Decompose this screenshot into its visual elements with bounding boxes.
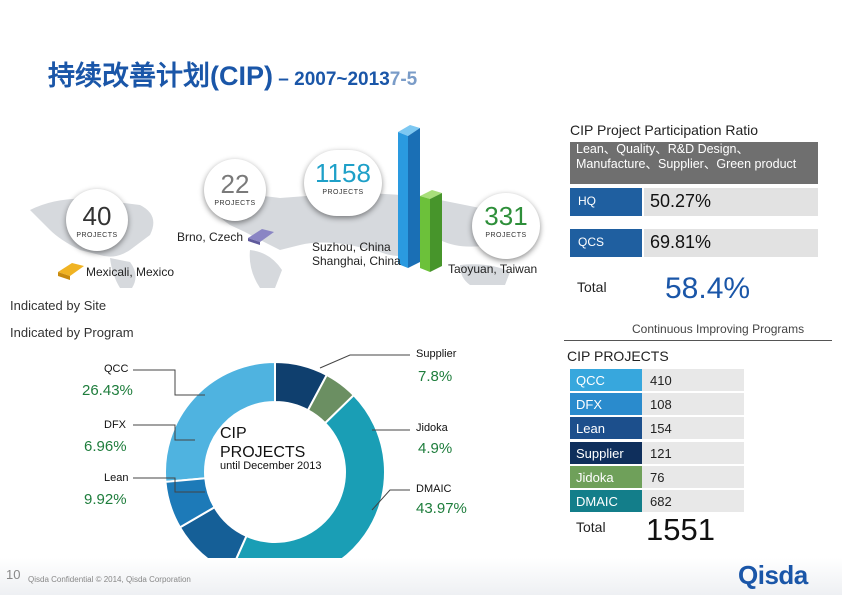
- site-bubble-mexico: 40 PROJECTS: [66, 189, 128, 251]
- site-bars: [58, 125, 442, 280]
- cip-row-qcc: QCC 410: [570, 369, 744, 391]
- program-label-lean: Lean: [104, 472, 129, 484]
- site-bubble-czech: 22 PROJECTS: [204, 159, 266, 221]
- program-caption: Indicated by Program: [10, 325, 134, 340]
- title-main: 持续改善计划(CIP): [48, 61, 273, 91]
- cip-row-lean: Lean 154: [570, 417, 744, 439]
- title-range: 2007~2013: [294, 69, 390, 90]
- cip-row-jidoka-value: 76: [642, 466, 744, 488]
- site-count-taiwan: 331: [484, 201, 528, 231]
- cip-row-dfx-label: DFX: [570, 393, 642, 415]
- qisda-logo-text: Qisda: [738, 560, 808, 590]
- program-label-dmaic: DMAIC: [416, 483, 452, 495]
- continuous-caption: Continuous Improving Programs: [632, 322, 805, 336]
- program-label-jidoka: Jidoka: [416, 422, 448, 434]
- cip-row-jidoka: Jidoka 76: [570, 466, 744, 488]
- cip-total-label: Total: [576, 519, 606, 535]
- confidential-note: Qisda Confidential © 2014, Qisda Corpora…: [28, 575, 191, 584]
- participation-qcs-bar: [644, 229, 818, 257]
- participation-total-label: Total: [577, 279, 607, 295]
- qisda-logo: Qisda: [738, 560, 808, 590]
- participation-title: CIP Project Participation Ratio: [570, 122, 759, 138]
- participation-hq-bar: [644, 188, 818, 216]
- donut-center-sub: until December 2013: [220, 460, 322, 472]
- site-projects-label-mexico: PROJECTS: [76, 232, 118, 239]
- participation-hq-label-bg: [570, 188, 642, 216]
- program-pct-dmaic: 43.97%: [416, 500, 467, 517]
- program-pct-lean: 9.92%: [84, 491, 127, 508]
- cip-row-lean-label: Lean: [570, 417, 642, 439]
- cip-row-dfx: DFX 108: [570, 393, 744, 415]
- site-bubble-china: 1158 PROJECTS: [304, 150, 382, 216]
- site-name-china: Suzhou, China Shanghai, China: [312, 240, 401, 268]
- site-bubble-taiwan: 331 PROJECTS: [472, 193, 540, 259]
- program-donut-chart: [164, 360, 386, 582]
- participation-total-value: 58.4%: [665, 272, 751, 305]
- cip-row-lean-value: 154: [642, 417, 744, 439]
- cip-row-dfx-value: 108: [642, 393, 744, 415]
- participation-scope: Lean、Quality、R&D Design、Manufacture、Supp…: [570, 142, 818, 184]
- site-name-czech: Brno, Czech: [177, 230, 244, 244]
- cip-row-dmaic: DMAIC 682: [570, 490, 744, 512]
- participation-row-qcs: QCS 69.81%: [570, 229, 818, 257]
- site-count-mexico: 40: [82, 201, 112, 231]
- cip-row-qcc-label: QCC: [570, 369, 642, 391]
- cip-row-supplier-label: Supplier: [570, 442, 642, 464]
- program-pct-qcc: 26.43%: [82, 382, 133, 399]
- title-date: 7-5: [389, 69, 418, 90]
- site-caption: Indicated by Site: [10, 298, 107, 313]
- cip-row-supplier: Supplier 121: [570, 442, 744, 464]
- donut-center-title: CIP PROJECTS: [220, 425, 306, 461]
- program-pct-dfx: 6.96%: [84, 438, 127, 455]
- cip-table-title: CIP PROJECTS: [567, 348, 669, 364]
- site-name-taiwan: Taoyuan, Taiwan: [448, 262, 538, 276]
- site-name-mexico: Mexicali, Mexico: [86, 265, 175, 279]
- site-projects-label-taiwan: PROJECTS: [485, 232, 527, 239]
- site-count-china: 1158: [315, 158, 371, 188]
- program-label-dfx: DFX: [104, 419, 126, 431]
- participation-qcs-label: QCS: [578, 235, 605, 249]
- page-title: 持续改善计划(CIP) – 2007~20137-5: [48, 54, 417, 93]
- cip-row-supplier-value: 121: [642, 442, 744, 464]
- participation-hq-label: HQ: [578, 194, 596, 208]
- page-number: 10: [6, 567, 21, 582]
- participation-qcs-label-bg: [570, 229, 642, 257]
- cip-row-dmaic-value: 682: [642, 490, 744, 512]
- program-label-supplier: Supplier: [416, 348, 457, 360]
- cip-row-qcc-value: 410: [642, 369, 744, 391]
- site-projects-label-czech: PROJECTS: [214, 200, 256, 207]
- cip-row-jidoka-label: Jidoka: [570, 466, 642, 488]
- cip-row-dmaic-label: DMAIC: [570, 490, 642, 512]
- participation-row-hq: HQ 50.27%: [570, 188, 818, 216]
- cip-total-value: 1551: [646, 512, 715, 547]
- program-label-qcc: QCC: [104, 363, 129, 375]
- program-pct-supplier: 7.8%: [418, 368, 453, 385]
- footer-band: [0, 558, 842, 595]
- participation-hq-value: 50.27%: [650, 191, 712, 211]
- participation-qcs-value: 69.81%: [650, 232, 712, 252]
- site-projects-label-china: PROJECTS: [322, 189, 364, 196]
- program-pct-jidoka: 4.9%: [418, 440, 453, 457]
- site-count-czech: 22: [220, 169, 250, 199]
- section-divider: [564, 340, 832, 341]
- title-dash: –: [273, 69, 295, 90]
